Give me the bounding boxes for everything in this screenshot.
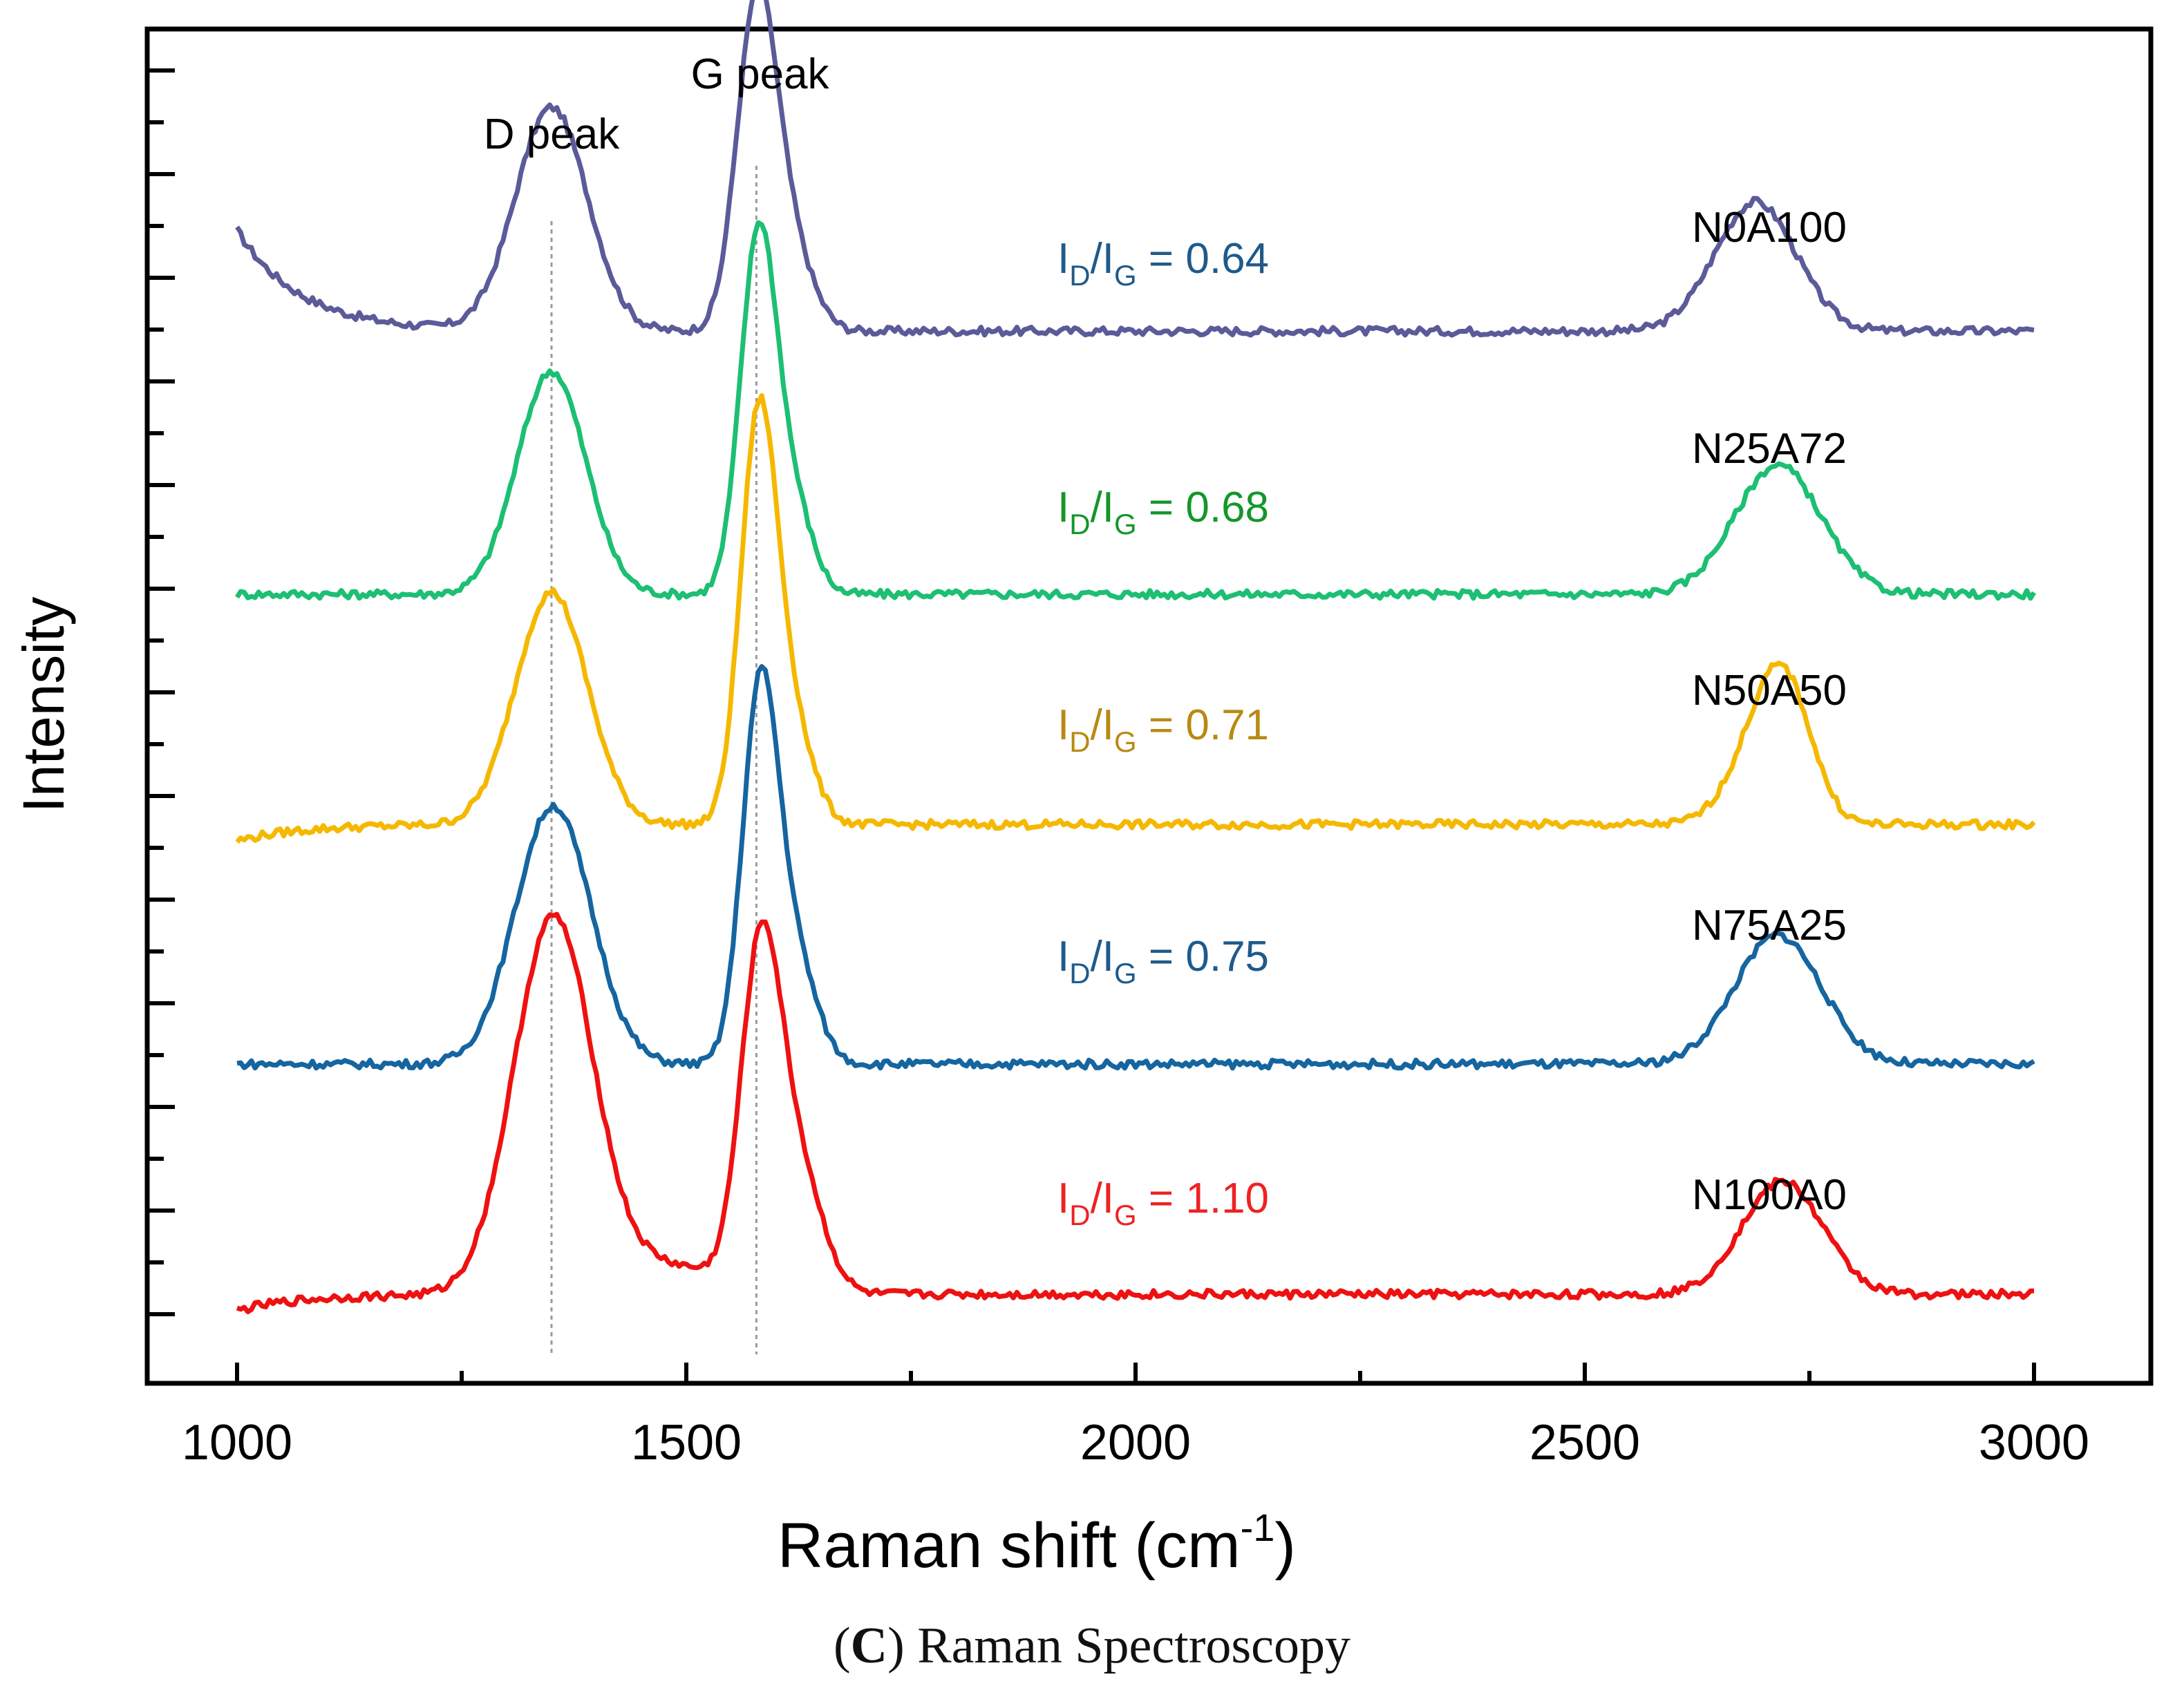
peak-label: D peak [484, 111, 620, 158]
x-axis-ticks: 1000 1500 2000 2500 3000 [182, 1363, 2089, 1470]
annotation-layer: D peak G peak N0A100 ID/IG = 0.64 N25A72 ID/I… [484, 50, 1847, 1231]
figure-caption: (C) Raman Spectroscopy [833, 1618, 1351, 1674]
series-line-n25a72 [235, 220, 2036, 601]
ratio-label: ID/IG = 1.10 [1057, 1175, 1269, 1231]
caption-letter: C [850, 1618, 888, 1674]
peak-guide-lines [550, 166, 757, 1354]
series-name-label: N75A25 [1692, 902, 1847, 949]
series-name-label: N50A50 [1692, 667, 1847, 714]
series-line-n0a100 [235, 0, 2035, 338]
series-name-label: N100A0 [1692, 1171, 1847, 1219]
series-line-n75a25 [236, 664, 2035, 1071]
peak-label: G peak [691, 50, 830, 98]
x-tick-label: 1000 [182, 1415, 292, 1470]
y-axis-title: Intensity [11, 597, 76, 813]
x-tick-label: 2000 [1080, 1415, 1191, 1470]
caption-text: Raman Spectroscopy [917, 1618, 1351, 1674]
x-axis-title: Raman shift (cm-1) [778, 1506, 1296, 1581]
y-axis-ticks [147, 68, 175, 1316]
raman-chart: 1000 1500 2000 2500 3000 D peak G peak N0A100 I… [11, 0, 2154, 1581]
series-line-n100a0 [236, 911, 2035, 1314]
plot-frame [144, 26, 2154, 1386]
series-line-n50a50 [235, 392, 2036, 844]
ratio-label: ID/IG = 0.68 [1057, 484, 1269, 540]
series-name-label: N25A72 [1692, 425, 1847, 473]
series-layer [235, 0, 2036, 1314]
x-tick-label: 1500 [631, 1415, 742, 1470]
ratio-label: ID/IG = 0.71 [1057, 701, 1269, 758]
x-tick-label: 2500 [1529, 1415, 1640, 1470]
series-name-label: N0A100 [1692, 204, 1847, 252]
x-tick-label: 3000 [1979, 1415, 2089, 1470]
ratio-label: ID/IG = 0.75 [1057, 933, 1269, 989]
ratio-label: ID/IG = 0.64 [1057, 235, 1269, 292]
